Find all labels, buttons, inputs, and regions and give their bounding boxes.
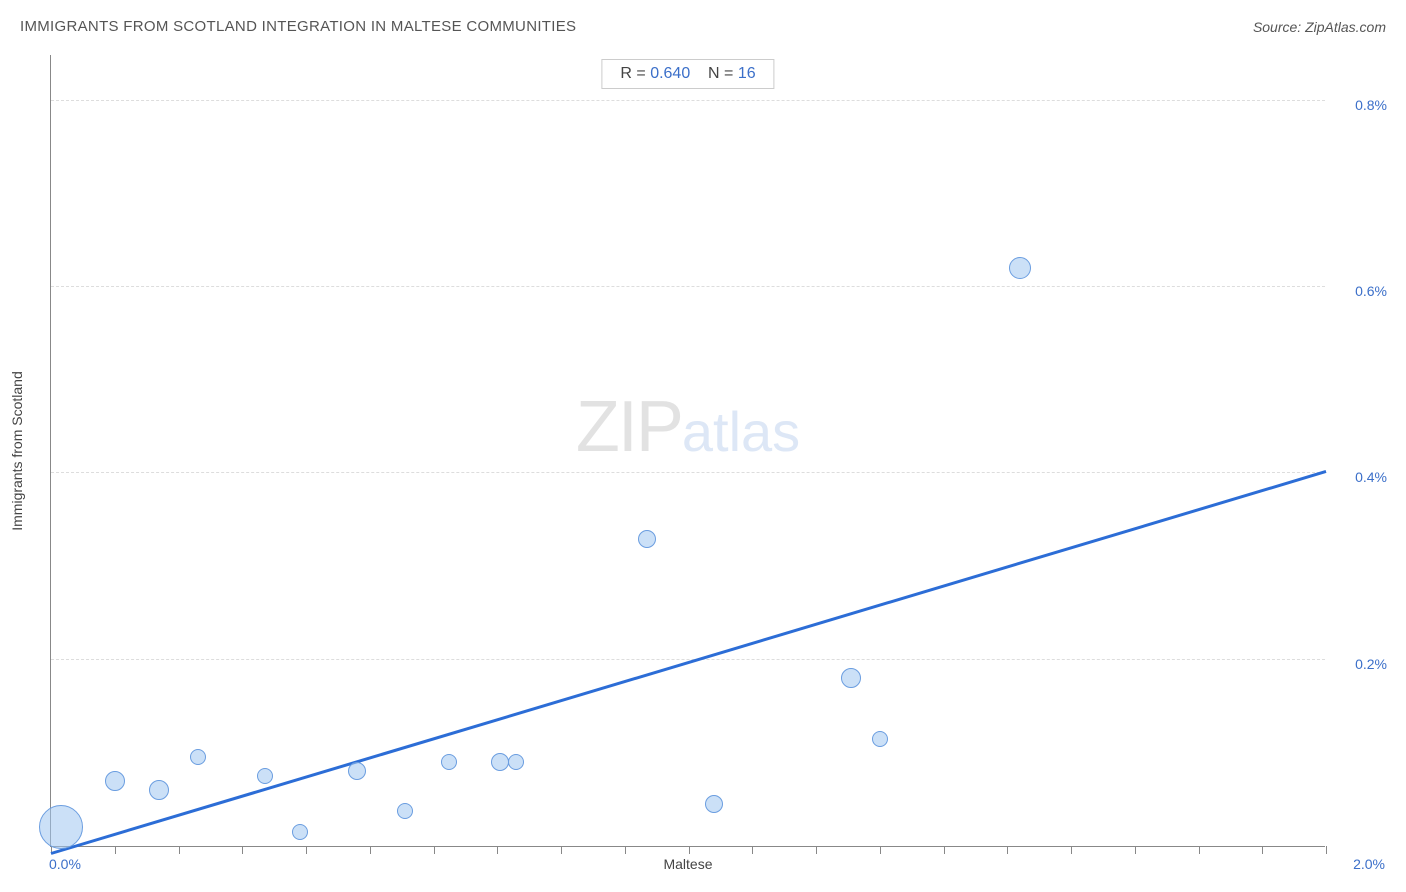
watermark: ZIPatlas	[576, 386, 800, 468]
data-point	[1009, 257, 1031, 279]
data-point	[105, 771, 125, 791]
x-end-label: 2.0%	[1353, 856, 1385, 872]
data-point	[841, 668, 861, 688]
y-tick-label: 0.4%	[1355, 469, 1387, 485]
data-point	[348, 762, 366, 780]
x-tick	[1071, 846, 1072, 854]
r-value: 0.640	[650, 65, 690, 82]
y-axis-title: Immigrants from Scotland	[9, 371, 25, 531]
data-point	[149, 780, 169, 800]
x-tick	[1135, 846, 1136, 854]
x-tick	[561, 846, 562, 854]
plot-area: ZIPatlas R = 0.640 N = 16 Immigrants fro…	[50, 55, 1325, 847]
x-tick	[689, 846, 690, 854]
y-tick-label: 0.8%	[1355, 97, 1387, 113]
x-tick	[816, 846, 817, 854]
data-point	[872, 731, 888, 747]
n-label: N =	[708, 65, 733, 82]
x-tick	[944, 846, 945, 854]
gridline	[51, 659, 1325, 660]
watermark-zip: ZIP	[576, 387, 682, 467]
stats-box: R = 0.640 N = 16	[601, 59, 774, 89]
x-tick	[625, 846, 626, 854]
chart-title: IMMIGRANTS FROM SCOTLAND INTEGRATION IN …	[20, 18, 576, 35]
x-tick	[434, 846, 435, 854]
chart-header: IMMIGRANTS FROM SCOTLAND INTEGRATION IN …	[20, 18, 1386, 35]
x-tick	[752, 846, 753, 854]
x-tick	[179, 846, 180, 854]
x-tick	[1326, 846, 1327, 854]
x-tick	[1199, 846, 1200, 854]
regression-line	[51, 470, 1327, 855]
x-tick	[1262, 846, 1263, 854]
watermark-atlas: atlas	[682, 400, 800, 463]
data-point	[491, 753, 509, 771]
y-tick-label: 0.2%	[1355, 656, 1387, 672]
data-point	[39, 805, 83, 849]
n-value: 16	[738, 65, 756, 82]
x-tick	[115, 846, 116, 854]
x-tick	[1007, 846, 1008, 854]
x-origin-label: 0.0%	[49, 856, 81, 872]
data-point	[705, 795, 723, 813]
data-point	[257, 768, 273, 784]
gridline	[51, 472, 1325, 473]
x-tick	[306, 846, 307, 854]
gridline	[51, 100, 1325, 101]
x-tick	[497, 846, 498, 854]
x-tick	[880, 846, 881, 854]
x-axis-title: Maltese	[663, 856, 712, 872]
data-point	[508, 754, 524, 770]
source-credit: Source: ZipAtlas.com	[1253, 19, 1386, 35]
data-point	[397, 803, 413, 819]
data-point	[441, 754, 457, 770]
data-point	[292, 824, 308, 840]
data-point	[190, 749, 206, 765]
gridline	[51, 286, 1325, 287]
r-label: R =	[620, 65, 645, 82]
x-tick	[370, 846, 371, 854]
y-tick-label: 0.6%	[1355, 283, 1387, 299]
x-tick	[242, 846, 243, 854]
data-point	[638, 530, 656, 548]
